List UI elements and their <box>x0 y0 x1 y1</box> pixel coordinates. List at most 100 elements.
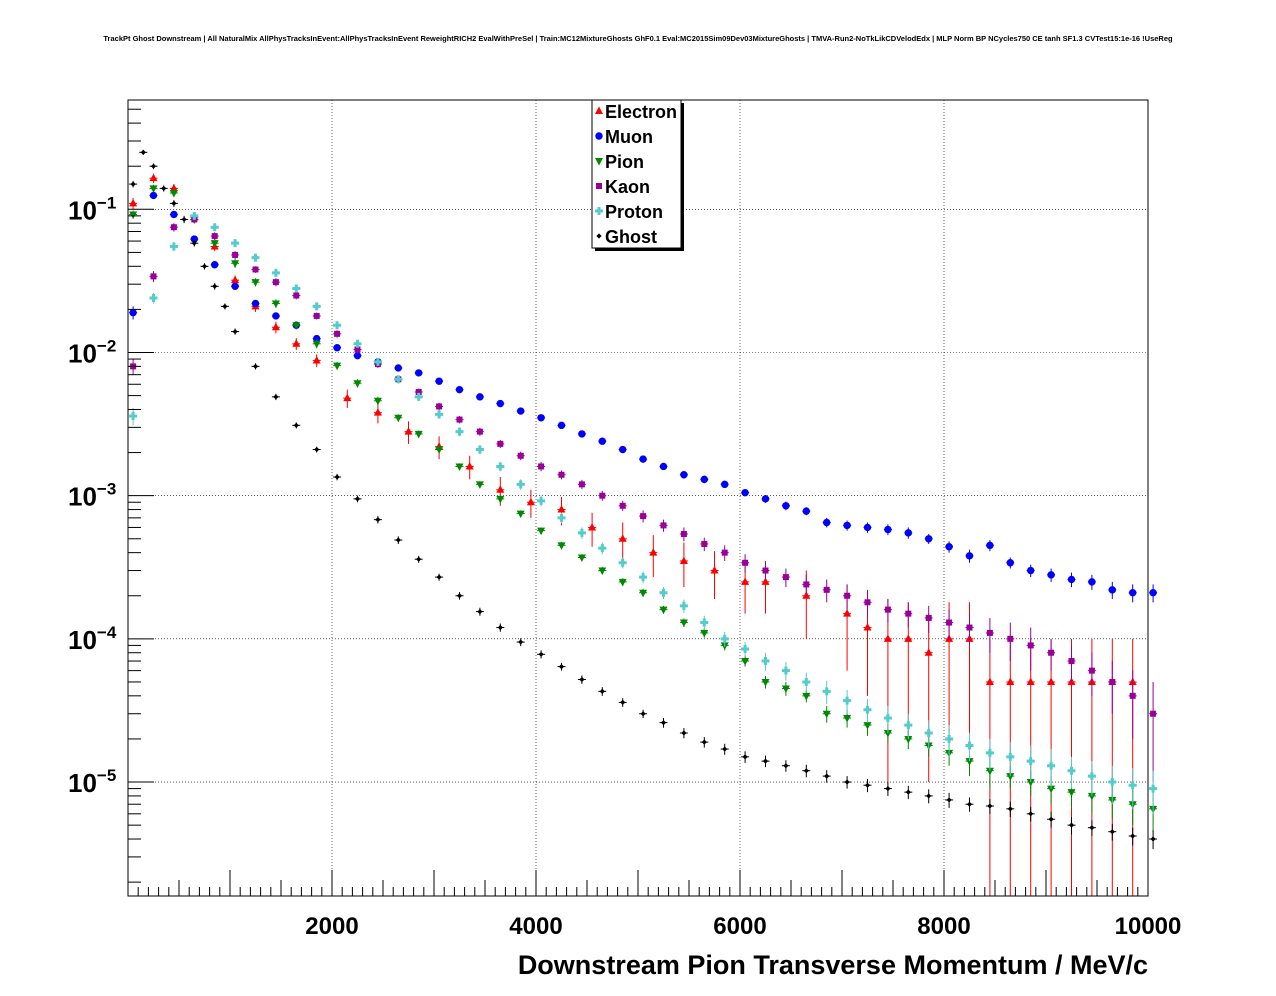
data-point <box>149 185 158 193</box>
data-point <box>660 522 667 529</box>
axis-ticks <box>127 108 1149 896</box>
data-point <box>822 687 831 696</box>
data-point <box>252 363 259 369</box>
data-point <box>863 722 872 730</box>
data-point <box>824 773 830 779</box>
y-tick-exponent: −1 <box>97 193 116 212</box>
data-point <box>803 768 809 774</box>
data-point <box>169 242 178 251</box>
data-point <box>293 292 300 299</box>
data-point <box>1068 822 1075 828</box>
data-point <box>1007 635 1014 642</box>
data-point <box>700 618 709 627</box>
data-point <box>598 544 607 553</box>
data-point <box>558 664 565 670</box>
data-point <box>660 720 667 726</box>
data-point <box>181 216 187 223</box>
data-point <box>211 261 219 269</box>
data-point <box>883 730 892 738</box>
legend-box <box>591 99 682 249</box>
data-point <box>404 427 413 435</box>
data-point <box>537 414 545 422</box>
data-point <box>129 211 138 219</box>
data-point <box>191 240 197 246</box>
data-point <box>1150 836 1156 842</box>
data-point <box>883 634 892 642</box>
data-point <box>1027 642 1034 649</box>
data-point <box>987 803 993 809</box>
data-point <box>272 312 280 320</box>
data-point <box>924 729 933 738</box>
data-point <box>170 210 178 219</box>
data-point <box>1027 566 1035 575</box>
data-point <box>130 181 136 187</box>
x-tick-label: 4000 <box>509 913 562 940</box>
x-tick-labels: 2000 4000 6000 8000 10000 <box>305 913 1181 940</box>
y-tick-label: 10−3 <box>68 480 116 512</box>
data-point <box>720 634 729 643</box>
data-point <box>149 191 158 200</box>
y-tick-mantissa: 10 <box>68 625 97 655</box>
data-point <box>312 340 321 349</box>
data-point <box>1087 792 1096 801</box>
data-point <box>722 746 728 752</box>
series-proton <box>129 211 1158 814</box>
y-tick-label: 10−4 <box>68 623 117 655</box>
data-point <box>640 711 646 717</box>
data-point <box>292 284 301 293</box>
data-point <box>314 446 320 453</box>
data-point <box>985 767 994 776</box>
data-point <box>1007 806 1013 812</box>
data-point <box>620 699 626 705</box>
data-point <box>353 351 362 360</box>
data-point <box>1128 781 1137 790</box>
data-point <box>1108 586 1117 594</box>
data-point <box>465 461 474 470</box>
data-point <box>742 559 749 566</box>
data-point <box>129 308 137 317</box>
data-point <box>1109 829 1115 835</box>
data-point <box>761 678 770 687</box>
legend-marker <box>595 207 603 215</box>
data-point <box>1088 667 1095 674</box>
data-point <box>578 481 585 488</box>
data-point <box>312 302 321 311</box>
data-point <box>414 392 423 401</box>
data-point <box>149 294 158 303</box>
data-point <box>1088 578 1096 586</box>
data-point <box>986 541 994 550</box>
data-point <box>639 455 647 463</box>
data-point <box>518 639 524 645</box>
data-point <box>598 437 606 445</box>
x-axis-label: Downstream Pion Transverse Momentum / Me… <box>518 950 1148 980</box>
data-point <box>741 488 749 497</box>
series-electron <box>129 173 1137 896</box>
data-point <box>415 388 422 395</box>
data-point <box>456 416 463 423</box>
series-ghost <box>129 149 1158 850</box>
data-point <box>904 634 913 642</box>
data-point <box>863 523 872 532</box>
data-point <box>557 542 566 550</box>
data-point <box>435 410 444 419</box>
data-point <box>334 474 340 480</box>
data-point <box>129 198 138 207</box>
series-muon <box>129 191 1158 603</box>
data-point <box>538 651 544 657</box>
data-point <box>354 346 361 353</box>
data-point <box>333 344 341 352</box>
data-point <box>639 573 648 582</box>
data-point <box>557 421 566 430</box>
data-point <box>761 577 770 585</box>
legend-label: Ghost <box>605 227 657 247</box>
data-point <box>231 275 240 284</box>
data-point <box>293 422 299 428</box>
data-point <box>1047 785 1056 794</box>
data-point <box>496 495 505 504</box>
data-point <box>883 714 892 723</box>
data-point <box>526 497 535 506</box>
y-tick-labels: 10−110−210−310−410−5 <box>68 193 117 798</box>
data-point <box>618 534 627 542</box>
data-point <box>946 619 953 626</box>
data-point <box>169 183 178 192</box>
